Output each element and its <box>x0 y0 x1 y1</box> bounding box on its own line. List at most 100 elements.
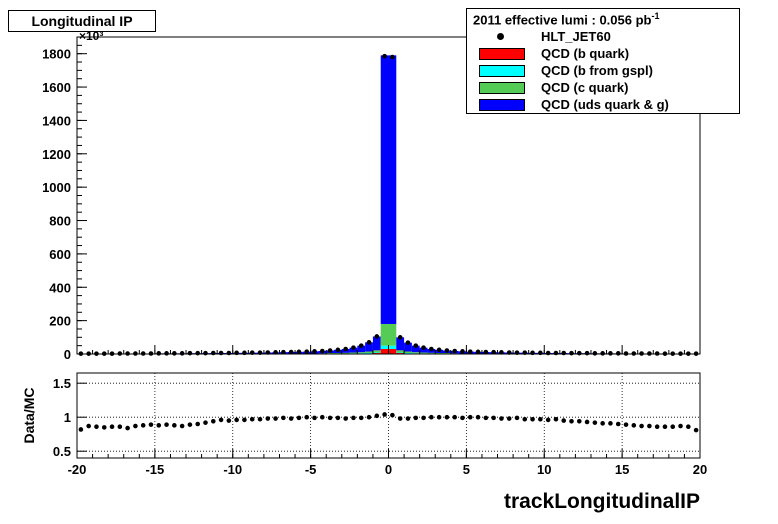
ratio-point <box>109 424 115 430</box>
y-tick-label: 800 <box>49 214 71 229</box>
x-tick-label: -20 <box>68 462 87 477</box>
histogram-bar <box>380 345 389 349</box>
data-point <box>296 349 302 355</box>
ratio-point <box>148 422 154 427</box>
data-point <box>693 351 699 356</box>
ratio-point <box>615 421 621 427</box>
histogram-bar <box>372 352 381 354</box>
histogram-bar <box>411 345 420 353</box>
data-point <box>78 351 84 356</box>
data-point <box>273 350 278 355</box>
ratio-point <box>218 417 224 423</box>
ratio-point <box>164 422 169 427</box>
ratio-point <box>514 415 520 421</box>
data-point <box>553 350 559 356</box>
legend: 2011 effective lumi : 0.056 pb-1 HLT_JET… <box>466 8 740 114</box>
ratio-point <box>561 418 567 423</box>
legend-item-data: HLT_JET60 <box>475 29 735 44</box>
ratio-point <box>140 423 146 428</box>
ratio-point <box>335 415 341 421</box>
histogram-bar <box>396 352 405 353</box>
ratio-point <box>374 413 380 419</box>
ratio-point <box>366 414 372 420</box>
ratio-point <box>265 416 271 421</box>
x-tick-label: 15 <box>615 462 629 477</box>
ratio-point <box>608 421 613 426</box>
histogram-bar <box>419 352 428 354</box>
y-tick-label: 600 <box>49 247 71 262</box>
histogram-bar <box>357 353 366 354</box>
data-point <box>148 351 154 356</box>
data-point <box>460 349 465 354</box>
ratio-point <box>686 424 691 430</box>
histogram-bar <box>388 348 397 354</box>
y-tick-label: 200 <box>49 314 71 329</box>
data-point <box>530 350 535 356</box>
data-point <box>639 351 644 356</box>
data-point <box>514 350 520 355</box>
data-point <box>358 343 364 348</box>
x-tick-label: -15 <box>145 462 164 477</box>
histogram-bar <box>427 352 436 354</box>
ratio-point <box>647 423 652 429</box>
ratio-point <box>304 414 310 420</box>
ratio-point <box>312 415 317 421</box>
ratio-point <box>530 416 535 422</box>
ratio-point <box>678 423 683 429</box>
data-point <box>475 349 481 355</box>
data-point <box>156 351 162 356</box>
y-tick-label: 1200 <box>42 147 71 162</box>
ratio-point <box>491 415 496 421</box>
ratio-point <box>390 412 395 418</box>
data-point <box>374 334 380 339</box>
ratio-point <box>94 424 99 430</box>
ratio-point <box>654 424 660 430</box>
x-tick-label: 10 <box>537 462 551 477</box>
data-point <box>133 351 138 356</box>
data-point <box>179 351 185 356</box>
data-point <box>561 350 567 356</box>
data-point <box>288 349 294 355</box>
data-point <box>226 350 232 356</box>
ratio-point <box>249 416 255 422</box>
ratio-panel: 0.5 1 1.5 -20 -15 -10 -5 0 5 10 15 20 Data/MC trackLo… <box>21 372 707 513</box>
ratio-point <box>452 414 457 420</box>
x-tick-label: -5 <box>305 462 317 477</box>
data-point <box>670 351 676 356</box>
data-point <box>499 350 504 355</box>
histogram-bar <box>396 350 405 353</box>
ratio-point <box>623 422 629 427</box>
histogram-bar <box>357 352 366 354</box>
data-point <box>421 345 426 350</box>
ratio-point <box>78 427 84 432</box>
data-point <box>444 348 450 353</box>
ratio-point <box>670 424 676 430</box>
x-tick-label: -10 <box>223 462 242 477</box>
y-tick-label: 0 <box>64 347 71 362</box>
x-tick-label: 20 <box>693 462 707 477</box>
ratio-y-axis-label: Data/MC <box>21 387 37 443</box>
data-point <box>382 53 387 59</box>
ratio-point <box>592 420 598 425</box>
histogram-bar <box>411 353 420 354</box>
ratio-point <box>172 423 177 428</box>
data-point <box>436 347 442 353</box>
data-point <box>351 345 356 350</box>
ratio-point <box>133 423 138 429</box>
ratio-point <box>281 415 286 421</box>
data-point <box>483 349 489 355</box>
ratio-point <box>693 427 699 433</box>
ratio-point <box>444 414 450 420</box>
histogram-bar <box>380 323 389 346</box>
data-point <box>242 350 247 356</box>
ratio-y-tick-label: 0.5 <box>53 444 71 459</box>
legend-item-c-quark: QCD (c quark) <box>475 80 735 95</box>
data-point <box>210 350 216 356</box>
data-point <box>452 348 457 354</box>
ratio-point <box>499 416 504 421</box>
data-point <box>654 351 660 356</box>
ratio-point <box>210 418 216 424</box>
legend-header-text: 2011 effective lumi : 0.056 pb <box>473 12 652 28</box>
legend-label: HLT_JET60 <box>541 29 611 44</box>
ratio-point <box>117 424 123 430</box>
